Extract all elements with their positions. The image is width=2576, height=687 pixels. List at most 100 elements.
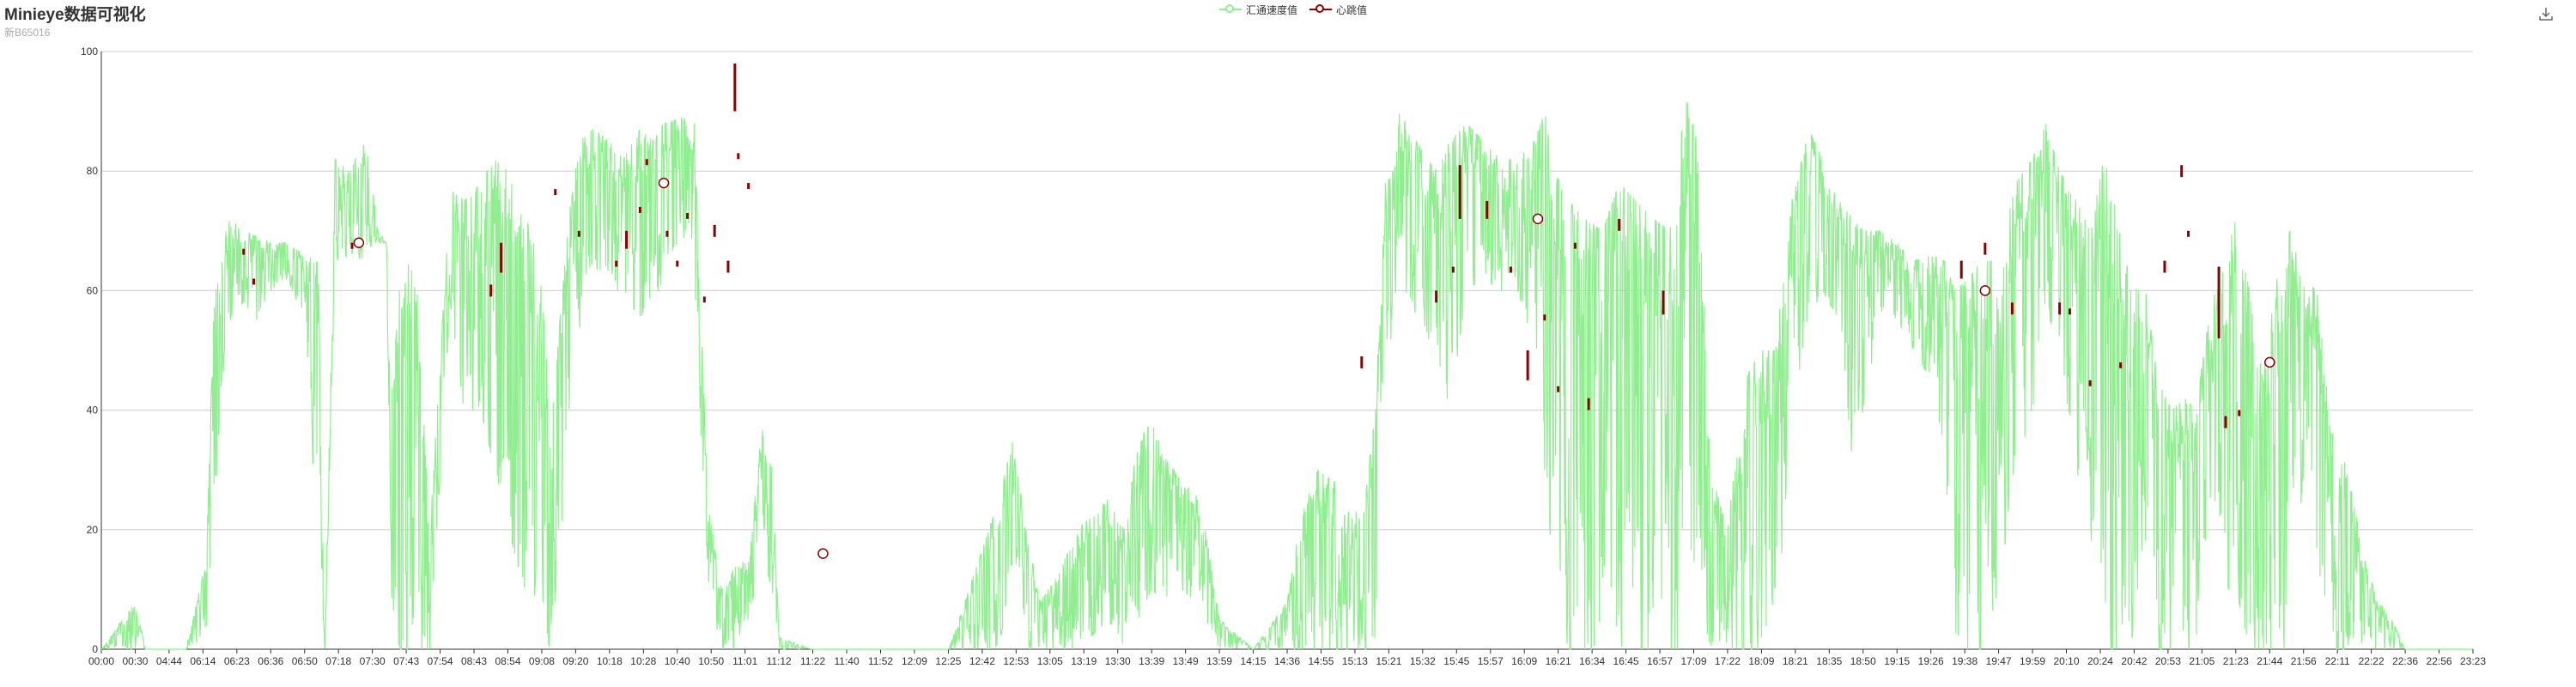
x-tick-label: 20:53: [2155, 655, 2181, 667]
x-tick-label: 10:18: [597, 655, 623, 667]
chart-title: Minieye数据可视化: [4, 6, 146, 24]
x-tick-label: 07:18: [325, 655, 351, 667]
heartbeat-candle: [2238, 410, 2241, 416]
x-tick-label: 14:15: [1241, 655, 1267, 667]
heartbeat-candle: [1984, 242, 1987, 255]
legend-item-speed[interactable]: 汇通速度值: [1219, 3, 1297, 17]
x-tick-label: 19:38: [1952, 655, 1978, 667]
x-tick-label: 21:44: [2257, 655, 2282, 667]
x-tick-label: 14:36: [1274, 655, 1300, 667]
heartbeat-candle: [1573, 242, 1577, 249]
heartbeat-candle: [1360, 356, 1364, 368]
x-tick-label: 08:43: [461, 655, 487, 667]
y-tick-label: 40: [87, 404, 99, 416]
heartbeat-candle: [747, 183, 750, 190]
x-tick-label: 13:19: [1071, 655, 1097, 667]
download-icon: [2539, 8, 2553, 21]
x-tick-label: 23:23: [2460, 655, 2486, 667]
legend-symbol-heartbeat: [1309, 3, 1333, 15]
heartbeat-marker: [353, 237, 365, 248]
x-tick-label: 21:23: [2223, 655, 2249, 667]
x-tick-label: 00:00: [88, 655, 114, 667]
x-tick-label: 12:25: [935, 655, 961, 667]
heartbeat-candle: [1959, 260, 1963, 279]
x-tick-label: 13:59: [1206, 655, 1232, 667]
x-tick-label: 21:56: [2291, 655, 2317, 667]
heartbeat-candle: [1451, 266, 1455, 273]
x-tick-label: 20:10: [2053, 655, 2079, 667]
heartbeat-candle: [252, 278, 256, 285]
heartbeat-candle: [1485, 201, 1489, 219]
x-tick-label: 18:09: [1748, 655, 1774, 667]
x-tick-label: 19:26: [1918, 655, 1944, 667]
heartbeat-candle: [577, 230, 580, 237]
heartbeat-marker: [658, 177, 670, 189]
heartbeat-candle: [686, 212, 690, 219]
x-tick-label: 07:54: [428, 655, 453, 667]
x-tick-label: 12:53: [1003, 655, 1029, 667]
y-tick-label: 20: [87, 524, 99, 536]
download-button[interactable]: [2537, 5, 2555, 22]
x-tick-label: 06:14: [190, 655, 216, 667]
x-tick-label: 20:24: [2087, 655, 2113, 667]
y-tick-label: 100: [81, 46, 98, 58]
x-tick-label: 16:57: [1647, 655, 1673, 667]
x-tick-label: 16:34: [1579, 655, 1605, 667]
x-tick-label: 08:54: [495, 655, 520, 667]
x-tick-label: 17:09: [1680, 655, 1706, 667]
x-tick-label: 18:50: [1850, 655, 1876, 667]
heartbeat-candle: [500, 242, 503, 273]
heartbeat-candle: [1543, 314, 1546, 321]
x-tick-label: 15:13: [1342, 655, 1368, 667]
heartbeat-candle: [2180, 165, 2184, 178]
heartbeat-candle: [2068, 308, 2071, 315]
x-tick-label: 18:21: [1783, 655, 1808, 667]
x-tick-label: 13:39: [1139, 655, 1164, 667]
heartbeat-candle: [676, 260, 679, 267]
x-tick-label: 15:57: [1478, 655, 1504, 667]
heartbeat-candle: [625, 230, 629, 249]
x-tick-label: 07:30: [360, 655, 386, 667]
legend-label-heartbeat: 心跳值: [1336, 3, 1368, 16]
heartbeat-candle: [645, 159, 648, 166]
heartbeat-candle: [2224, 416, 2227, 429]
x-tick-label: 14:55: [1308, 655, 1334, 667]
x-tick-label: 10:50: [698, 655, 724, 667]
heartbeat-candle: [702, 296, 706, 303]
heartbeat-candle: [1557, 386, 1560, 392]
x-tick-label: 13:30: [1105, 655, 1131, 667]
x-tick-label: 11:40: [834, 655, 859, 667]
heartbeat-candle: [1435, 290, 1438, 303]
heartbeat-candle: [350, 242, 354, 249]
heartbeat-candle: [733, 63, 737, 112]
heartbeat-marker: [1532, 213, 1544, 225]
x-tick-label: 06:23: [224, 655, 250, 667]
legend-item-heartbeat[interactable]: 心跳值: [1309, 3, 1367, 17]
heartbeat-candle: [2119, 362, 2123, 368]
x-tick-label: 16:09: [1511, 655, 1537, 667]
x-tick-label: 18:35: [1816, 655, 1842, 667]
y-tick-label: 60: [87, 284, 99, 296]
x-tick-label: 22:11: [2325, 655, 2350, 667]
heartbeat-candle: [1662, 290, 1665, 315]
x-tick-label: 16:21: [1546, 655, 1571, 667]
x-tick-label: 09:20: [562, 655, 588, 667]
heartbeat-marker: [1979, 285, 1991, 296]
legend-label-speed: 汇通速度值: [1246, 3, 1298, 16]
x-tick-label: 07:43: [393, 655, 419, 667]
x-tick-label: 22:36: [2392, 655, 2418, 667]
heartbeat-candle: [2010, 302, 2014, 315]
heartbeat-candle: [1587, 398, 1590, 410]
heartbeat-candle: [489, 284, 493, 297]
heartbeat-candle: [2058, 302, 2062, 315]
legend-symbol-speed: [1219, 3, 1242, 15]
heartbeat-candle: [2217, 266, 2221, 339]
heartbeat-candle: [713, 224, 716, 237]
x-tick-label: 10:40: [665, 655, 690, 667]
x-tick-label: 17:22: [1715, 655, 1741, 667]
x-tick-label: 20:42: [2121, 655, 2147, 667]
x-tick-label: 12:42: [969, 655, 995, 667]
x-tick-label: 11:12: [767, 655, 792, 667]
x-tick-label: 19:47: [1986, 655, 2012, 667]
heartbeat-candle: [1618, 218, 1621, 231]
